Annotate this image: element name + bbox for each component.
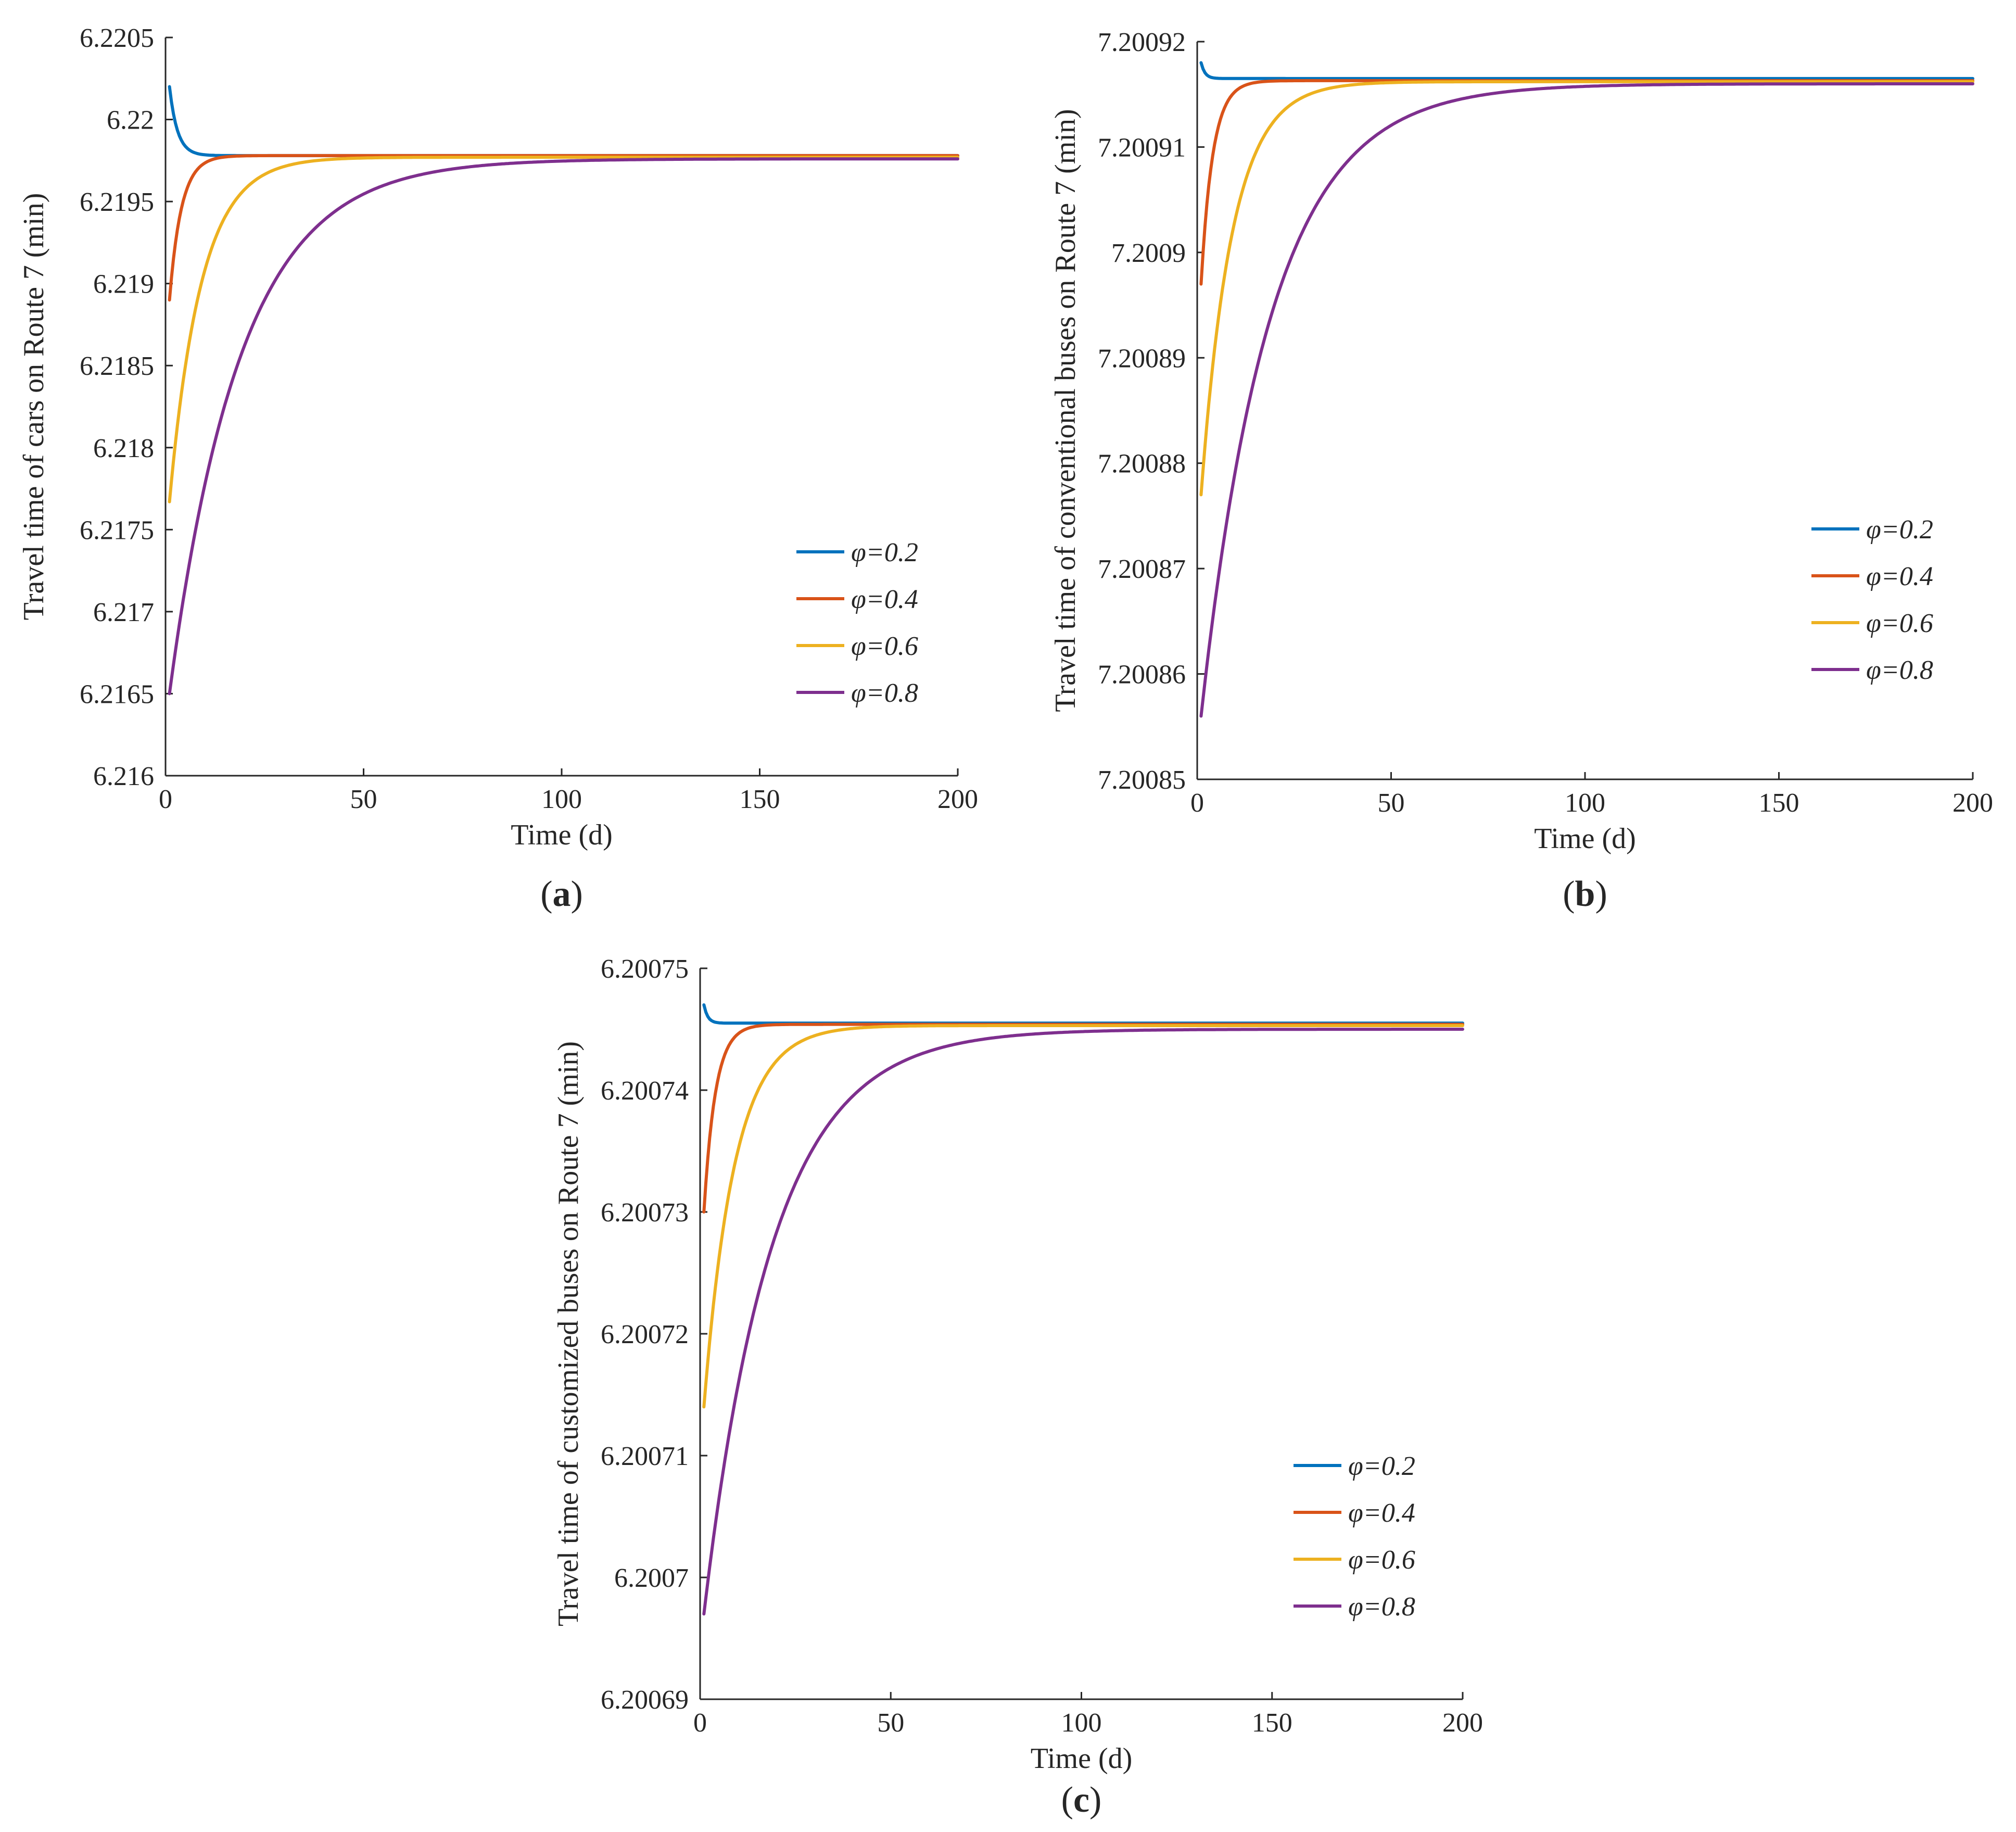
y-tick-label: 6.2007 — [614, 1563, 689, 1593]
legend: φ=0.2 φ=0.4 φ=0.6 φ=0.8 — [796, 538, 918, 708]
x-tick-label: 100 — [1565, 788, 1605, 818]
legend-label: φ=0.6 — [1348, 1545, 1415, 1575]
x-tick-label: 200 — [937, 785, 978, 814]
y-tick-label: 7.2009 — [1111, 238, 1186, 268]
x-tick-label: 100 — [1061, 1708, 1102, 1738]
x-tick-label: 50 — [350, 785, 377, 814]
panel-letter: a — [553, 874, 571, 914]
series-line-4 — [1199, 82, 1974, 718]
series-line-1 — [168, 85, 959, 157]
y-tick-label: 6.20072 — [601, 1320, 689, 1349]
x-tick-label: 200 — [1442, 1708, 1483, 1738]
y-tick-label: 6.2205 — [80, 23, 154, 53]
y-tick-label: 7.20088 — [1098, 449, 1186, 479]
y-axis-title: Travel time of conventional buses on Rou… — [1049, 109, 1082, 712]
x-tick-label: 0 — [693, 1708, 707, 1738]
legend-label: φ=0.4 — [1866, 562, 1933, 591]
panel-label: (a) — [540, 874, 583, 914]
y-tick-label: 6.2175 — [80, 515, 154, 545]
x-axis-title: Time (d) — [1534, 823, 1636, 855]
y-tick-label: 7.20086 — [1098, 660, 1186, 690]
series-line-3 — [702, 1024, 1464, 1409]
y-tick-label: 6.2185 — [80, 351, 154, 381]
series-line-4 — [168, 157, 959, 696]
y-tick-label: 6.219 — [93, 270, 154, 299]
chart-panel-b: 0 50 100 150 200 7.20085 7.20086 7.20087 7.20088… — [1049, 28, 1993, 914]
y-tick-label: 7.20087 — [1098, 554, 1186, 584]
series-line-2 — [168, 154, 959, 302]
legend-label: φ=0.8 — [1866, 655, 1933, 685]
legend-label: φ=0.2 — [1866, 515, 1933, 545]
legend: φ=0.2 φ=0.4 φ=0.6 φ=0.8 — [1294, 1451, 1415, 1622]
x-tick-label: 100 — [541, 785, 582, 814]
series-line-3 — [168, 156, 959, 503]
legend-label: φ=0.4 — [851, 585, 918, 614]
x-tick-label: 200 — [1952, 788, 1993, 818]
series-line-1 — [1199, 61, 1974, 80]
x-tick-label: 50 — [1378, 788, 1405, 818]
y-tick-label: 6.20069 — [601, 1685, 689, 1715]
panel-label: (b) — [1563, 874, 1607, 914]
legend: φ=0.2 φ=0.4 φ=0.6 φ=0.8 — [1811, 515, 1933, 685]
x-axis-title: Time (d) — [511, 819, 613, 851]
chart-panel-a: 0 50 100 150 200 6.216 6.2165 6.217 6.2175 6.218 6… — [18, 23, 978, 914]
y-axis-title: Travel time of customized buses on Route… — [552, 1041, 585, 1626]
x-tick-label: 150 — [740, 785, 780, 814]
y-tick-label: 6.217 — [93, 598, 154, 627]
panel-label: (c) — [1061, 1780, 1102, 1820]
y-tick-label: 6.218 — [93, 434, 154, 463]
y-tick-label: 6.20073 — [601, 1198, 689, 1228]
series-line-3 — [1199, 80, 1974, 497]
y-tick-label: 6.22 — [107, 106, 154, 135]
x-tick-label: 0 — [159, 785, 172, 814]
legend-label: φ=0.8 — [851, 678, 918, 708]
x-tick-label: 50 — [877, 1708, 904, 1738]
y-tick-label: 6.2165 — [80, 679, 154, 709]
x-axis-title: Time (d) — [1031, 1742, 1133, 1775]
y-tick-label: 7.20089 — [1098, 344, 1186, 373]
y-tick-label: 6.20074 — [601, 1076, 689, 1106]
legend-label: φ=0.2 — [851, 538, 918, 567]
legend-label: φ=0.8 — [1348, 1592, 1415, 1622]
y-tick-label: 6.216 — [93, 762, 154, 791]
panel-letter: c — [1073, 1780, 1089, 1820]
y-tick-label: 6.2195 — [80, 187, 154, 217]
x-tick-label: 150 — [1759, 788, 1799, 818]
legend-label: φ=0.4 — [1348, 1498, 1415, 1528]
y-tick-label: 7.20092 — [1098, 28, 1186, 57]
y-tick-label: 6.20071 — [601, 1442, 689, 1471]
y-tick-label: 6.20075 — [601, 954, 689, 984]
y-tick-label: 7.20091 — [1098, 133, 1186, 162]
y-axis-title: Travel time of cars on Route 7 (min) — [18, 193, 50, 621]
y-tick-label: 7.20085 — [1098, 765, 1186, 795]
series-line-1 — [702, 1003, 1464, 1025]
x-tick-label: 0 — [1190, 788, 1204, 818]
series-line-4 — [702, 1028, 1464, 1616]
x-tick-label: 150 — [1252, 1708, 1292, 1738]
panel-letter: b — [1575, 874, 1595, 914]
series-line-2 — [702, 1022, 1464, 1214]
series-line-2 — [1199, 79, 1974, 286]
legend-label: φ=0.6 — [851, 631, 918, 661]
legend-label: φ=0.2 — [1348, 1451, 1415, 1481]
legend-label: φ=0.6 — [1866, 609, 1933, 638]
chart-panel-c: 0 50 100 150 200 6.20069 6.2007 6.20071 6.20072 6… — [552, 954, 1483, 1820]
